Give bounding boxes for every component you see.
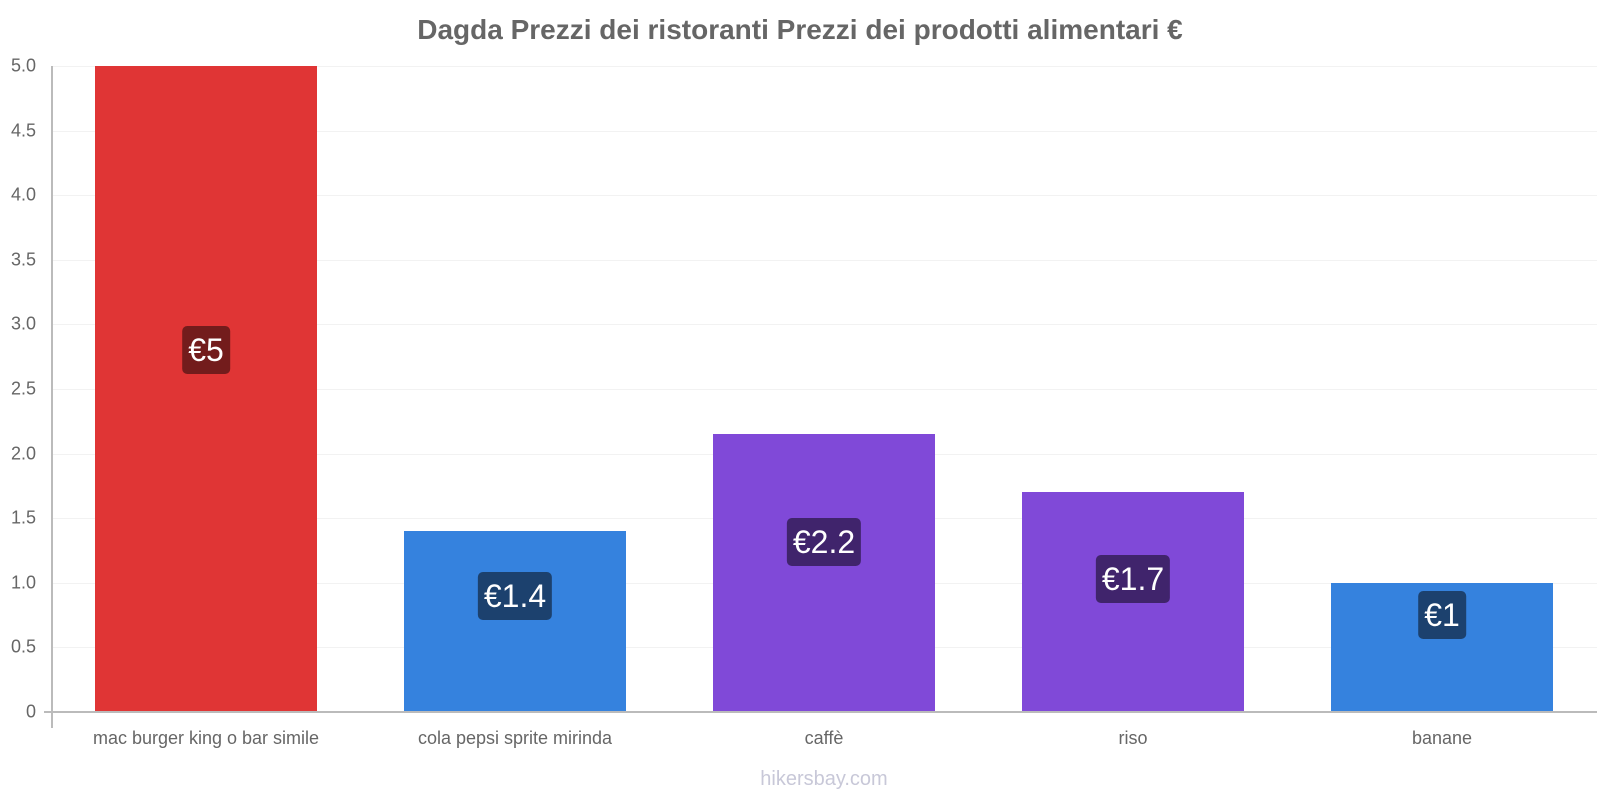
bar[interactable]: €1.4 — [404, 531, 626, 712]
plot-area: €5 €1.4 €2.2 €1.7 €1 — [52, 66, 1597, 713]
y-tick-label: 3.0 — [10, 313, 36, 334]
gridline — [52, 130, 1597, 132]
y-tick-label: 1.0 — [10, 572, 36, 593]
bar[interactable]: €1.7 — [1022, 492, 1244, 712]
x-tick-label: banane — [1411, 728, 1473, 748]
y-tick-label: 4.0 — [10, 184, 36, 205]
gridline — [52, 324, 1597, 326]
x-tick-label: cola pepsi sprite mirinda — [417, 728, 613, 748]
bar-value-label: €5 — [182, 326, 230, 375]
bar-value-label: €1.7 — [1095, 555, 1171, 604]
x-axis-line — [44, 711, 1597, 713]
x-tick-label: riso — [1118, 728, 1148, 748]
y-tick-label: 3.5 — [10, 249, 36, 270]
y-tick-label: 0.5 — [10, 636, 36, 657]
bar-value-label: €1 — [1418, 591, 1466, 640]
y-tick-label: 2.5 — [10, 378, 36, 399]
y-tick-label: 5.0 — [10, 55, 36, 76]
gridline — [52, 195, 1597, 197]
x-tick-label: mac burger king o bar simile — [92, 728, 320, 748]
chart-title: Dagda Prezzi dei ristoranti Prezzi dei p… — [417, 14, 1183, 45]
y-tick-label: 1.5 — [10, 507, 36, 528]
bar-value-label: €2.2 — [786, 518, 862, 567]
bar[interactable]: €5 — [95, 66, 317, 712]
y-tick-label: 0 — [25, 701, 36, 722]
y-axis-line — [51, 66, 53, 728]
y-tick-label: 2.0 — [10, 443, 36, 464]
bar[interactable]: €1 — [1331, 582, 1553, 712]
watermark: hikersbay.com — [760, 768, 888, 790]
gridline — [52, 389, 1597, 390]
y-tick-label: 4.5 — [10, 120, 36, 141]
gridline — [52, 66, 1597, 67]
bar[interactable]: €2.2 — [713, 434, 935, 712]
bar-value-label: €1.4 — [477, 572, 553, 621]
x-tick-label: caffè — [804, 728, 844, 748]
gridline — [52, 259, 1597, 261]
